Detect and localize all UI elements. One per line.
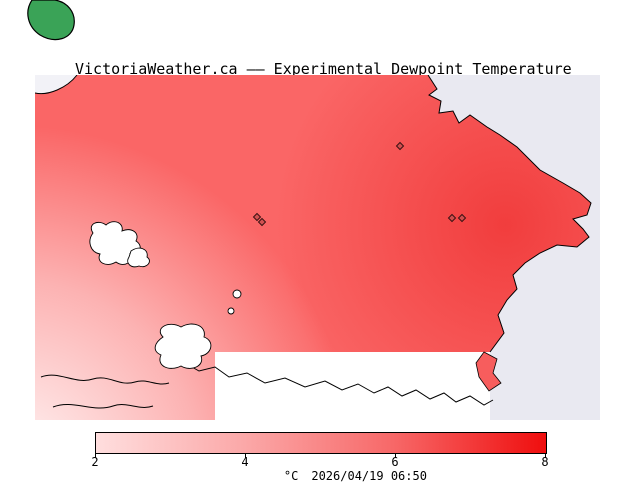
station-marker-icon <box>395 141 405 151</box>
east-coastline <box>427 74 592 353</box>
south-coastline <box>184 362 494 406</box>
colorbar-tick <box>245 453 246 458</box>
colorbar-tick-label: 6 <box>391 455 399 469</box>
corner-land-fragment-icon <box>27 0 75 41</box>
station-marker-icon <box>257 217 267 227</box>
units-label: °C <box>283 469 299 483</box>
dewpoint-map <box>34 74 600 420</box>
colorbar-tick <box>395 453 396 458</box>
southwest-coastline-2 <box>52 403 154 409</box>
small-lake-1 <box>232 289 242 299</box>
timestamp-label: 2026/04/19 06:50 <box>311 469 427 483</box>
colorbar-caption: °C 2026/04/19 06:50 <box>255 455 427 497</box>
page-title: VictoriaWeather.ca —— Experimental Dewpo… <box>75 60 572 78</box>
colorbar-tick-label: 2 <box>91 455 99 469</box>
colorbar-tick-label: 4 <box>241 455 249 469</box>
colorbar-tick <box>545 453 546 458</box>
topleft-coastline <box>34 74 78 95</box>
coastal-field-pocket <box>475 351 502 392</box>
southwest-coastline-1 <box>40 374 170 385</box>
map-canvas <box>34 74 600 420</box>
colorbar-tick <box>95 453 96 458</box>
station-marker-icon <box>252 212 262 222</box>
colorbar-tick-label: 8 <box>541 455 549 469</box>
inlet-basin-2 <box>127 247 150 268</box>
station-markers <box>252 141 467 227</box>
station-marker-icon <box>457 213 467 223</box>
small-lake-2 <box>227 307 235 315</box>
inlet-basin-3 <box>154 323 212 369</box>
topleft-sea-notch <box>35 75 77 94</box>
colorbar-gradient <box>95 432 547 454</box>
weather-map-page: VictoriaWeather.ca —— Experimental Dewpo… <box>27 0 600 483</box>
station-marker-icon <box>447 213 457 223</box>
